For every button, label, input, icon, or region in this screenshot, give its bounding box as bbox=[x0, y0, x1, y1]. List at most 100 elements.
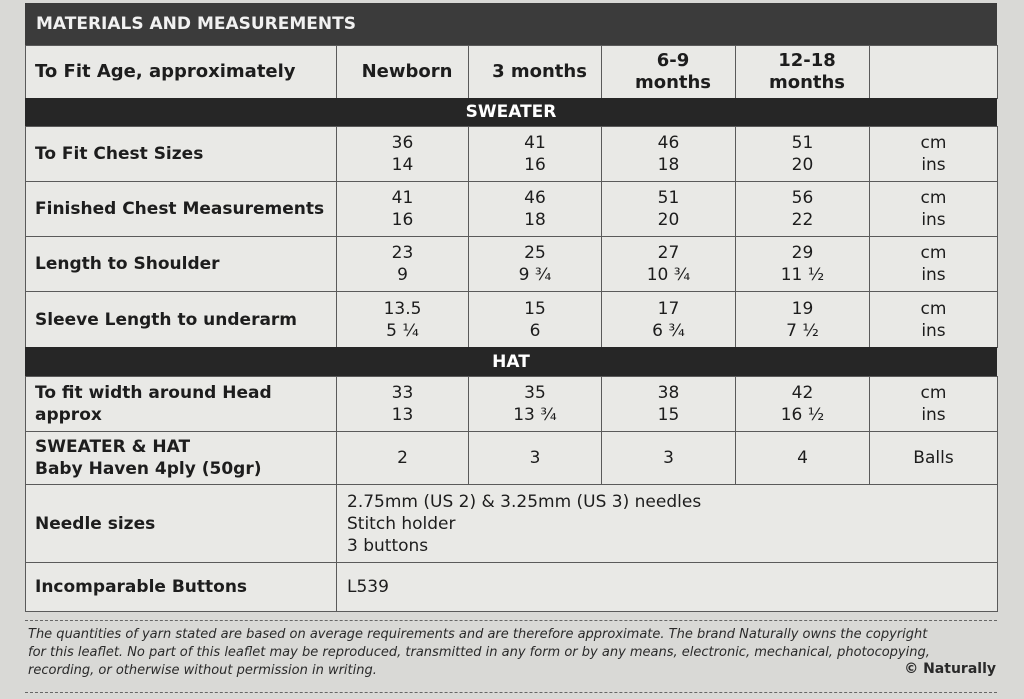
column-header: To Fit Age, approximately bbox=[25, 45, 337, 99]
cell: 4 bbox=[735, 431, 870, 485]
text-line: 35 bbox=[524, 383, 546, 403]
unit-cell: cm ins bbox=[869, 376, 998, 432]
text-line: 15 bbox=[524, 298, 546, 319]
row-label: Sleeve Length to underarm bbox=[25, 291, 337, 348]
text-line: To fit width around Head bbox=[35, 383, 272, 403]
text-line: 5 ¼ bbox=[386, 320, 419, 341]
text-line: 29 bbox=[791, 243, 814, 263]
text-line: ins bbox=[921, 210, 946, 230]
row-label: To Fit Chest Sizes bbox=[25, 126, 337, 182]
text-line: 4 bbox=[797, 448, 808, 468]
section-bar: HAT bbox=[25, 347, 997, 376]
text-line: cm bbox=[920, 383, 947, 403]
text-line: 6 bbox=[529, 320, 541, 341]
text-line: 33 bbox=[391, 383, 414, 403]
unit-cell: cm ins bbox=[869, 126, 998, 182]
text-line: SWEATER & HAT bbox=[35, 437, 191, 457]
text-line: 51 bbox=[657, 188, 680, 208]
empty-cell bbox=[869, 45, 998, 99]
text-line: 51 bbox=[791, 133, 814, 153]
text-line: ins bbox=[921, 405, 946, 425]
text-line: 38 bbox=[657, 383, 680, 403]
cell: 23 9 bbox=[336, 236, 469, 292]
column-header: Newborn bbox=[336, 45, 469, 99]
text-line: approx bbox=[35, 405, 102, 425]
text-line: Newborn bbox=[361, 61, 453, 82]
text-line: 3 months bbox=[492, 61, 587, 82]
cell: 51 20 bbox=[735, 126, 870, 182]
row-label: SWEATER & HAT Baby Haven 4ply (50gr) bbox=[25, 431, 337, 485]
cell: 38 15 bbox=[601, 376, 736, 432]
cell: 56 22 bbox=[735, 181, 870, 237]
row-label: Needle sizes bbox=[25, 484, 337, 563]
text-line: 16 bbox=[524, 155, 546, 175]
cell: 13.5 5 ¼ bbox=[336, 291, 469, 348]
cell: 19 7 ½ bbox=[735, 291, 870, 348]
text-line: 22 bbox=[791, 210, 814, 230]
text-line: 14 bbox=[391, 155, 414, 175]
text-line: The quantities of yarn stated are based … bbox=[28, 627, 928, 642]
text-line: 15 bbox=[657, 405, 680, 425]
text-line: cm bbox=[920, 188, 947, 208]
unit-cell: cm ins bbox=[869, 181, 998, 237]
text-line: months bbox=[768, 72, 846, 93]
text-line: cm bbox=[920, 298, 947, 319]
cell: 41 16 bbox=[468, 126, 602, 182]
text-line: 7 ½ bbox=[786, 320, 819, 341]
text-line: 11 ½ bbox=[780, 265, 825, 285]
text-line: 23 bbox=[391, 243, 414, 263]
row-label: Incomparable Buttons bbox=[25, 562, 337, 612]
text-line: 3 bbox=[663, 448, 674, 468]
text-line: To Fit Chest Sizes bbox=[35, 144, 204, 164]
text-line: 20 bbox=[791, 155, 814, 175]
text-cell: 2.75mm (US 2) & 3.25mm (US 3) needles Sti… bbox=[336, 484, 998, 563]
text-line: 3 bbox=[529, 448, 541, 468]
text-line: 18 bbox=[524, 210, 546, 230]
text-line: 19 bbox=[791, 298, 814, 319]
text-line: 2 bbox=[397, 448, 408, 468]
unit-cell: cm ins bbox=[869, 291, 998, 348]
text-line: 16 bbox=[391, 210, 414, 230]
row-label: Finished Chest Measurements bbox=[25, 181, 337, 237]
text-line: 56 bbox=[791, 188, 814, 208]
cell: 25 9 ¾ bbox=[468, 236, 602, 292]
text-line: To Fit Age, approximately bbox=[35, 61, 296, 82]
cell: 51 20 bbox=[601, 181, 736, 237]
cell: 17 6 ¾ bbox=[601, 291, 736, 348]
text-line: recording, or otherwise without permissi… bbox=[28, 663, 377, 678]
cell: 27 10 ¾ bbox=[601, 236, 736, 292]
text-line: Balls bbox=[913, 448, 954, 468]
cell: 3 bbox=[601, 431, 736, 485]
column-header: 6-9 months bbox=[601, 45, 736, 99]
section-bar: SWEATER bbox=[25, 98, 997, 126]
text-line: Finished Chest Measurements bbox=[35, 199, 325, 219]
cell: 46 18 bbox=[601, 126, 736, 182]
text-line: ins bbox=[921, 320, 946, 341]
cell: 41 16 bbox=[336, 181, 469, 237]
text-line: Incomparable Buttons bbox=[35, 577, 248, 597]
text-line: 25 bbox=[524, 243, 546, 263]
text-line: ins bbox=[921, 155, 946, 175]
text-line: Stitch holder bbox=[347, 513, 456, 534]
column-header: 3 months bbox=[468, 45, 602, 99]
row-label: To fit width around Head approx bbox=[25, 376, 337, 432]
cell: 42 16 ½ bbox=[735, 376, 870, 432]
text-line: 12-18 bbox=[778, 50, 836, 71]
text-line: ins bbox=[921, 265, 946, 285]
cell: 46 18 bbox=[468, 181, 602, 237]
text-cell: L539 bbox=[336, 562, 998, 612]
text-line: for this leaflet. No part of this leafle… bbox=[28, 645, 930, 660]
cell: 2 bbox=[336, 431, 469, 485]
text-line: 13 ¾ bbox=[513, 405, 557, 425]
text-line: L539 bbox=[347, 577, 389, 597]
text-line: 3 buttons bbox=[347, 535, 429, 556]
unit-cell: cm ins bbox=[869, 236, 998, 292]
text-line: 41 bbox=[524, 133, 546, 153]
cell: 35 13 ¾ bbox=[468, 376, 602, 432]
text-line: 36 bbox=[391, 133, 414, 153]
text-line: 18 bbox=[657, 155, 680, 175]
cell: 33 13 bbox=[336, 376, 469, 432]
text-line: Length to Shoulder bbox=[35, 254, 220, 274]
text-line: 6-9 bbox=[656, 50, 690, 71]
